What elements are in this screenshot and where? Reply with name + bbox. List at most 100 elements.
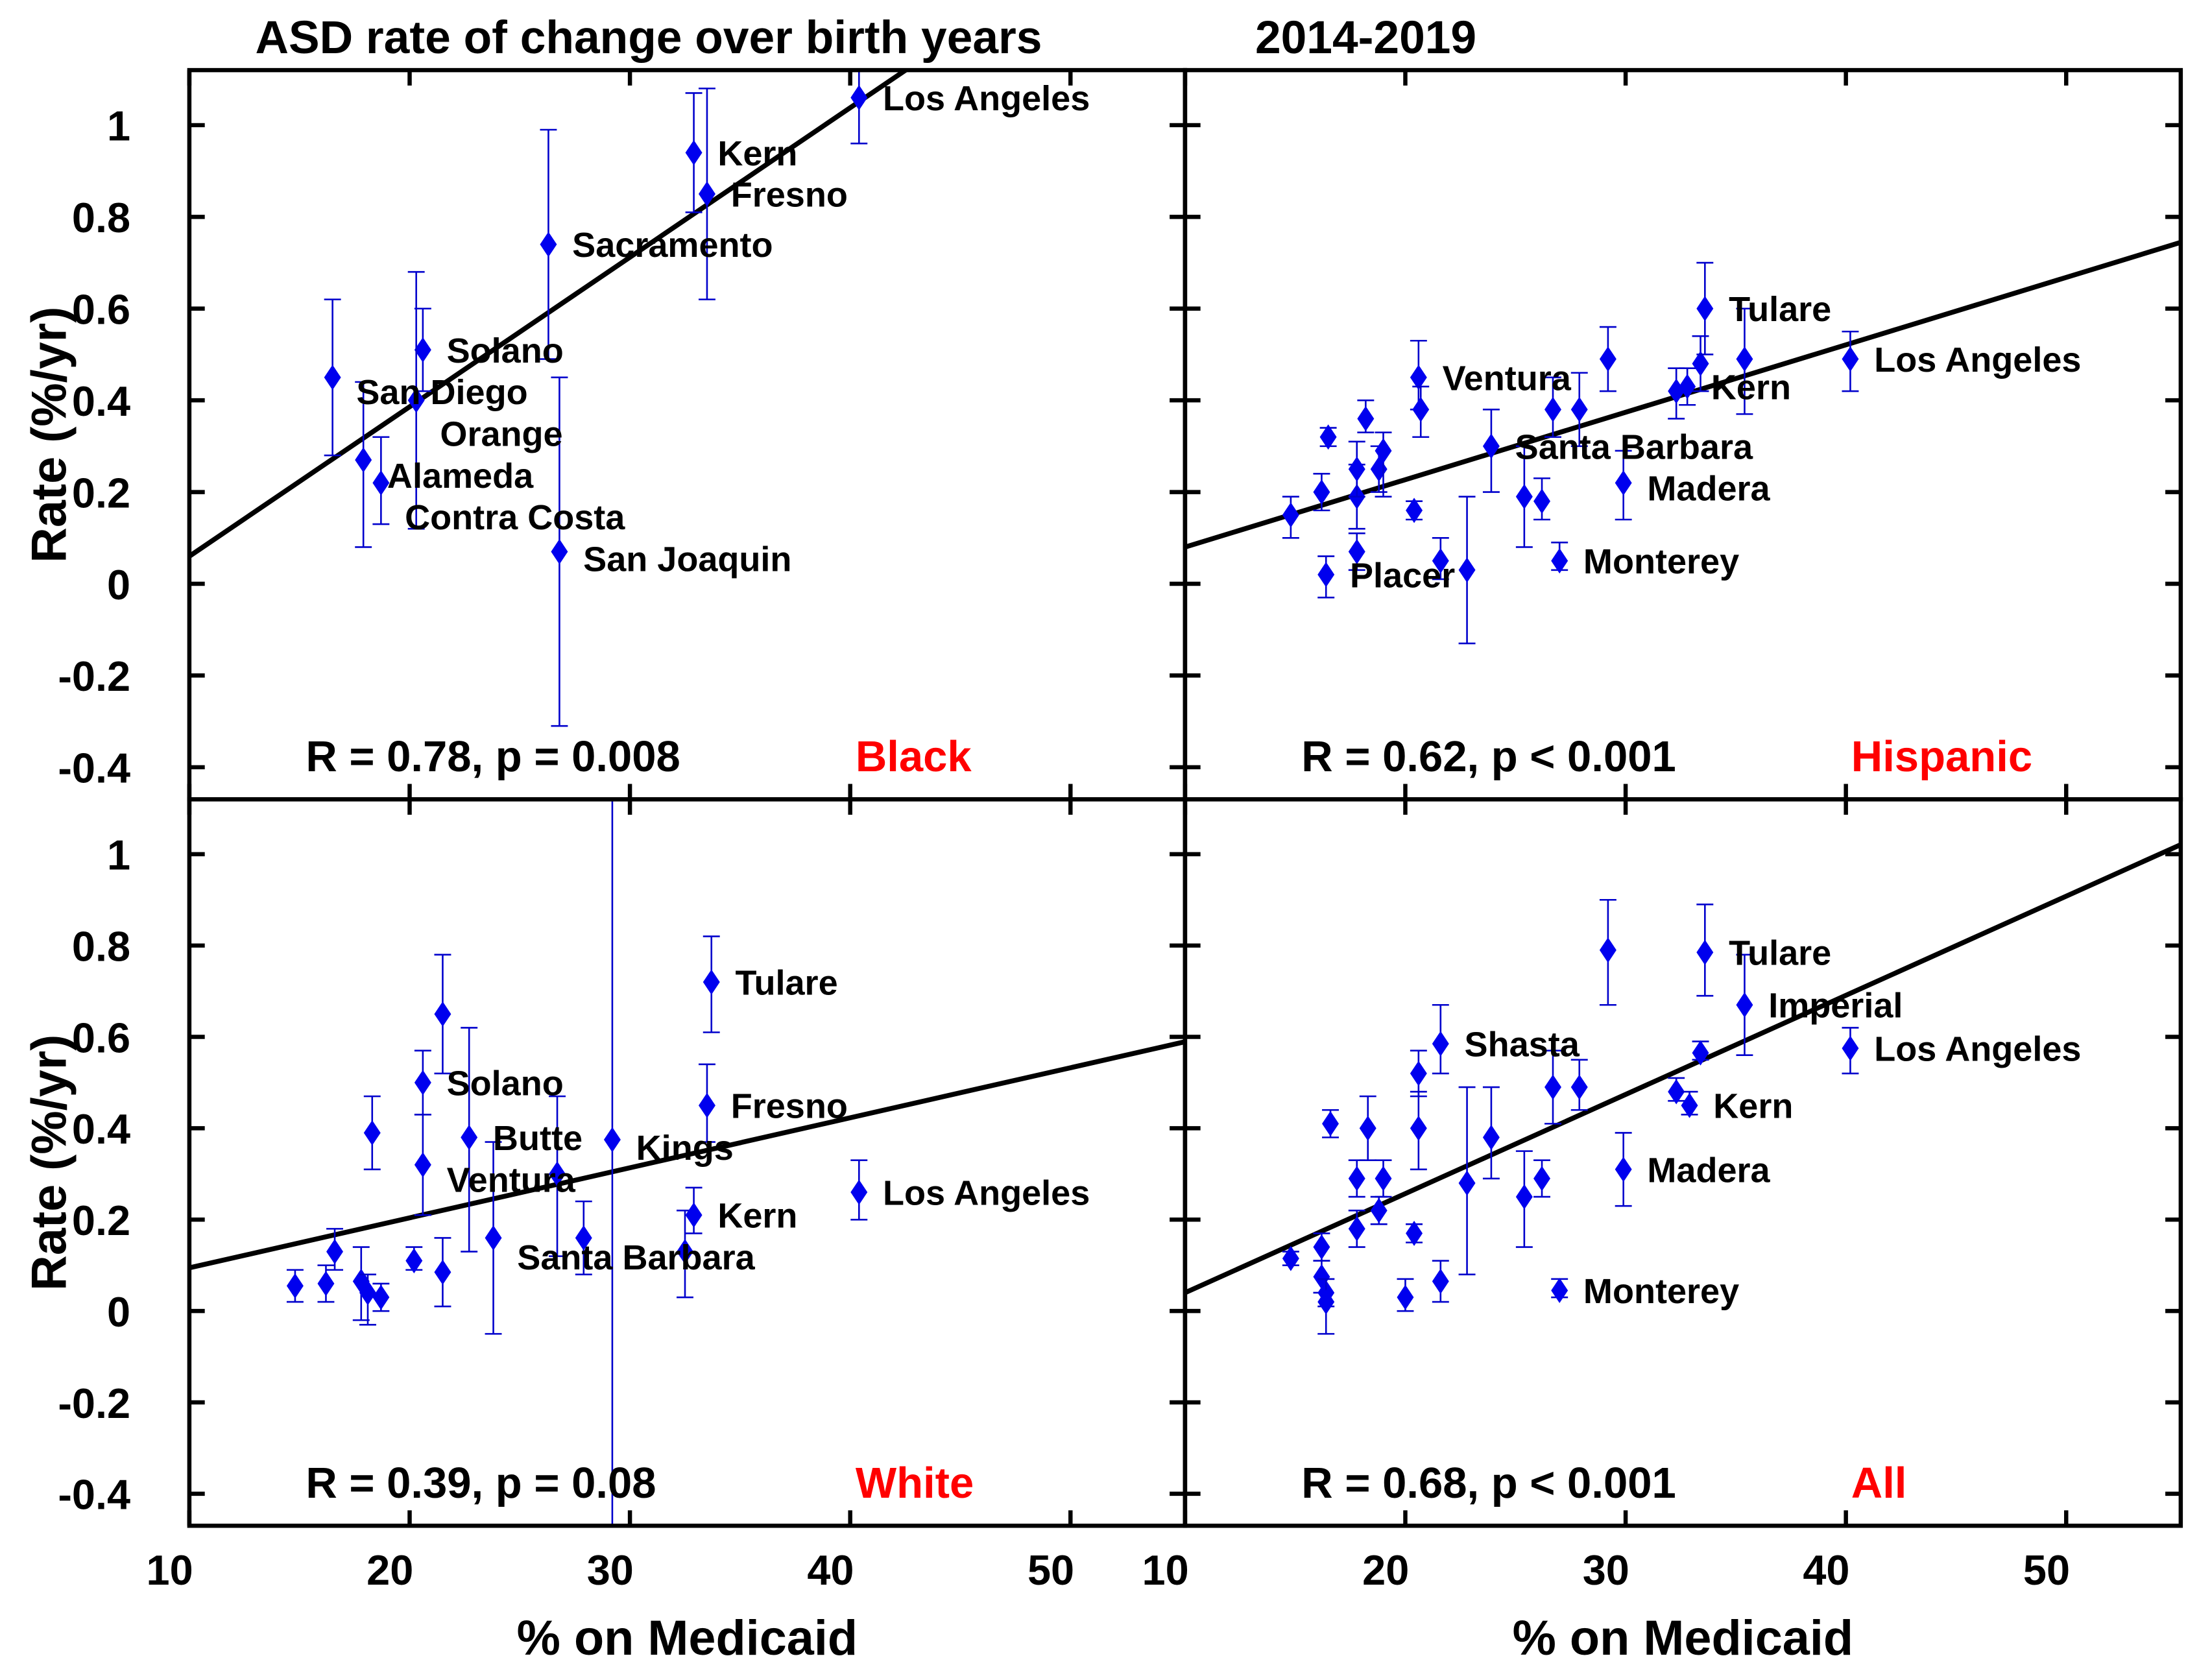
diamond-marker [434, 1259, 451, 1285]
x-tick-label: 30 [1583, 1546, 1629, 1594]
diamond-marker [359, 1280, 376, 1306]
point-label: Los Angeles [1874, 341, 2081, 379]
point-label: Los Angeles [1874, 1030, 2081, 1069]
y-tick-label: 0.2 [72, 469, 130, 516]
figure-title: ASD rate of change over birth years [256, 12, 1042, 64]
diamond-marker [685, 1202, 703, 1228]
point-label: Shasta [1465, 1026, 1580, 1064]
data-point [434, 1237, 451, 1308]
data-point [698, 88, 715, 300]
point-label: Placer [1350, 556, 1455, 595]
data-point [1319, 424, 1337, 450]
diamond-marker [698, 1092, 715, 1118]
diamond-marker [1482, 1125, 1500, 1150]
x-tick-label: 10 [1142, 1546, 1189, 1594]
diamond-marker [1410, 1115, 1427, 1141]
y-axis-label-top: Rate (%/yr) [23, 307, 77, 563]
diamond-marker [1668, 1079, 1685, 1105]
point-label: Santa Barbara [1515, 427, 1753, 466]
y-tick-label: 1 [107, 832, 130, 879]
diamond-marker [1375, 438, 1392, 464]
data-point [1599, 898, 1616, 1006]
data-point [703, 935, 720, 1033]
diamond-marker [1410, 1061, 1427, 1086]
panel-all: 10 20 30 40 50 R = 0.68, p < 0.001 All Tulare Im… [1142, 797, 2183, 1594]
data-point [540, 128, 557, 360]
data-point [850, 1159, 868, 1221]
data-point [461, 1027, 478, 1253]
diamond-marker [1544, 1074, 1561, 1100]
point-label: Orange [440, 415, 562, 454]
diamond-marker [286, 1273, 304, 1299]
point-label: Tulare [1729, 934, 1831, 973]
data-point [485, 1141, 502, 1335]
data-point [1681, 1090, 1698, 1118]
diamond-marker [1615, 470, 1632, 496]
diamond-marker [1551, 1278, 1568, 1303]
point-label: Madera [1647, 470, 1770, 509]
data-point [1668, 367, 1685, 420]
y-tick-label: -0.4 [58, 1471, 130, 1518]
data-point [1696, 904, 1714, 997]
correlation-stat: R = 0.39, p = 0.08 [306, 1459, 656, 1507]
data-point [549, 1095, 566, 1257]
diamond-marker [1397, 1284, 1414, 1310]
diamond-marker [485, 1225, 502, 1251]
diamond-marker [1599, 346, 1616, 372]
point-label: Kern [1713, 1087, 1793, 1126]
diamond-marker [317, 1271, 335, 1297]
y-tick-label: 0.4 [72, 1105, 130, 1153]
diamond-marker [1681, 1092, 1698, 1118]
data-point [414, 1113, 431, 1216]
point-label: Sacramento [572, 226, 773, 265]
data-point [1842, 1027, 1859, 1075]
point-label: Santa Barbara [517, 1238, 755, 1277]
point-label: Madera [1647, 1151, 1770, 1190]
diamond-marker [324, 365, 341, 390]
data-point [1397, 1278, 1414, 1312]
x-tick-label: 50 [2023, 1546, 2070, 1594]
diamond-marker [685, 139, 703, 165]
y-tick-label: 0.6 [72, 1014, 130, 1061]
y-tick-label: 0.4 [72, 378, 130, 425]
diamond-marker [1375, 1166, 1392, 1192]
x-tick-label: 20 [367, 1546, 413, 1594]
data-point [603, 799, 621, 1526]
panel-hispanic: R = 0.62, p < 0.001 Hispanic Tulare Los Ang… [1183, 67, 2183, 802]
diamond-marker [1842, 346, 1859, 372]
y-tick-label: 0.8 [72, 194, 130, 241]
y-tick-label: -0.2 [58, 1380, 130, 1427]
diamond-marker [1432, 1268, 1449, 1294]
diamond-marker [414, 1152, 431, 1178]
data-point [1432, 1260, 1449, 1303]
data-point [286, 1269, 304, 1303]
data-point [414, 1050, 431, 1116]
data-point [1348, 440, 1365, 498]
data-point [1679, 367, 1696, 406]
point-label: Kern [717, 1197, 797, 1236]
y-tick-label: -0.2 [58, 653, 130, 700]
diamond-marker [1348, 1166, 1365, 1192]
data-point [1410, 1090, 1427, 1171]
data-point [1515, 1150, 1533, 1248]
data-point [1736, 307, 1753, 415]
diamond-marker [1317, 562, 1335, 588]
group-label: White [856, 1459, 974, 1507]
point-label: Kern [717, 134, 797, 173]
fit-line [1184, 842, 2181, 1295]
data-point [359, 1273, 376, 1326]
panel-white: 10 20 30 40 50 -0.4 -0.2 0 0.2 0.4 0.6 0.8 1 R = 0.39… [58, 797, 1188, 1594]
fit-line [189, 1039, 1185, 1271]
diamond-marker [1317, 1289, 1335, 1315]
x-axis-label-left: % on Medicaid [517, 1611, 858, 1666]
diamond-marker [372, 1284, 390, 1310]
point-label: Butte [493, 1119, 583, 1158]
data-point [1317, 555, 1335, 599]
data-point [1317, 1278, 1335, 1335]
point-label: Ventura [1443, 359, 1572, 398]
point-label: San Joaquin [583, 540, 791, 579]
data-point [1348, 1159, 1365, 1198]
point-label: Solano [447, 1064, 564, 1103]
x-tick-label: 50 [1027, 1546, 1074, 1594]
data-point [1406, 1220, 1423, 1246]
